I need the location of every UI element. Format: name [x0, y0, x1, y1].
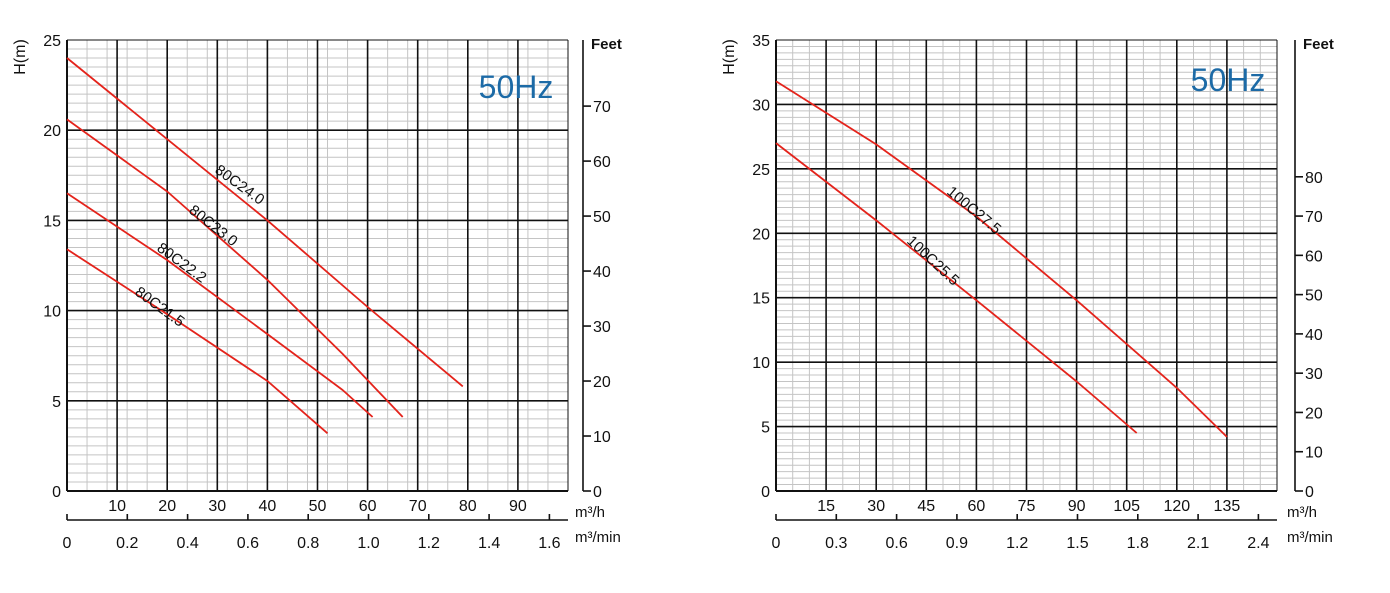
feet-tick-label: 50 — [1305, 288, 1323, 305]
x-tick-label: 50 — [309, 498, 327, 515]
curve-100C25.5 — [775, 142, 1138, 434]
x-tick-label: 135 — [1214, 498, 1241, 515]
feet-axis-title: Feet — [1303, 36, 1334, 53]
feet-tick-label: 40 — [593, 264, 611, 281]
feet-tick-label: 70 — [1305, 209, 1323, 226]
x-tick-label: 40 — [259, 498, 277, 515]
feet-tick-label: 10 — [1305, 445, 1323, 462]
feet-tick-label: 20 — [593, 374, 611, 391]
x-tick-label: 20 — [158, 498, 176, 515]
y-tick-label: 25 — [43, 33, 61, 50]
y-tick-label: 10 — [43, 304, 61, 321]
y-axis-title: H(m) — [12, 39, 29, 75]
x-tick-label: 105 — [1113, 498, 1140, 515]
x-tick-label: 90 — [509, 498, 527, 515]
x2-tick-label: 0 — [772, 535, 781, 552]
feet-tick-label: 20 — [1305, 405, 1323, 422]
x2-axis-unit: m³/min — [575, 529, 621, 546]
x2-tick-label: 1.5 — [1066, 535, 1088, 552]
feet-tick-label: 30 — [1305, 366, 1323, 383]
x-axis-unit: m³/h — [575, 504, 605, 521]
x2-tick-label: 0.6 — [885, 535, 907, 552]
x2-tick-label: 0.9 — [946, 535, 968, 552]
x-tick-label: 70 — [409, 498, 427, 515]
x-tick-label: 15 — [817, 498, 835, 515]
curve-label: 80C21.5 — [132, 283, 188, 330]
x-tick-label: 30 — [208, 498, 226, 515]
chart-panel-1 — [66, 39, 591, 521]
x2-tick-label: 0.4 — [176, 535, 198, 552]
x2-tick-label: 1.8 — [1127, 535, 1149, 552]
y-tick-label: 0 — [52, 484, 61, 501]
x-tick-label: 30 — [867, 498, 885, 515]
x2-tick-label: 0.3 — [825, 535, 847, 552]
x-tick-label: 60 — [359, 498, 377, 515]
y-tick-label: 0 — [761, 484, 770, 501]
x2-tick-label: 1.0 — [357, 535, 379, 552]
feet-tick-label: 60 — [1305, 248, 1323, 265]
frequency-label: 50Hz — [1191, 62, 1266, 98]
y-tick-label: 35 — [752, 33, 770, 50]
feet-tick-label: 50 — [593, 209, 611, 226]
y-tick-label: 5 — [52, 394, 61, 411]
x2-tick-label: 1.6 — [538, 535, 560, 552]
curve-label: 80C22.2 — [154, 239, 210, 286]
curve-label: 100C25.5 — [903, 232, 962, 289]
x2-tick-label: 1.4 — [478, 535, 500, 552]
x2-tick-label: 2.4 — [1247, 535, 1269, 552]
feet-tick-label: 10 — [593, 429, 611, 446]
x2-tick-label: 0.8 — [297, 535, 319, 552]
x2-tick-label: 0.2 — [116, 535, 138, 552]
curve-80C23.0 — [66, 118, 404, 418]
frequency-label: 50Hz — [479, 69, 554, 105]
y-tick-label: 5 — [761, 420, 770, 437]
feet-tick-label: 40 — [1305, 327, 1323, 344]
x2-tick-label: 1.2 — [1006, 535, 1028, 552]
y-tick-label: 15 — [43, 213, 61, 230]
feet-axis-title: Feet — [591, 36, 622, 53]
curve-80C24.0 — [66, 57, 464, 388]
chart-panel-2 — [775, 39, 1303, 521]
y-tick-label: 30 — [752, 97, 770, 114]
y-tick-label: 20 — [43, 123, 61, 140]
x-tick-label: 10 — [108, 498, 126, 515]
x2-tick-label: 1.2 — [418, 535, 440, 552]
curve-label: 100C27.5 — [943, 183, 1004, 238]
feet-tick-label: 0 — [1305, 484, 1314, 501]
feet-tick-label: 60 — [593, 154, 611, 171]
y-tick-label: 10 — [752, 355, 770, 372]
curve-label: 80C24.0 — [212, 161, 268, 208]
curve-80C21.5 — [66, 248, 329, 434]
feet-tick-label: 30 — [593, 319, 611, 336]
x-axis-unit: m³/h — [1287, 504, 1317, 521]
x-tick-label: 120 — [1163, 498, 1190, 515]
curve-100C27.5 — [775, 80, 1228, 438]
x-tick-label: 60 — [968, 498, 986, 515]
x-tick-label: 45 — [917, 498, 935, 515]
feet-tick-label: 0 — [593, 484, 602, 501]
feet-tick-label: 70 — [593, 99, 611, 116]
curve-label: 80C23.0 — [186, 202, 241, 250]
y-tick-label: 15 — [752, 291, 770, 308]
feet-tick-label: 80 — [1305, 170, 1323, 187]
x-tick-label: 75 — [1018, 498, 1036, 515]
x-tick-label: 90 — [1068, 498, 1086, 515]
x-tick-label: 80 — [459, 498, 477, 515]
y-tick-label: 20 — [752, 226, 770, 243]
x2-tick-label: 0.6 — [237, 535, 259, 552]
x2-tick-label: 0 — [63, 535, 72, 552]
x2-tick-label: 2.1 — [1187, 535, 1209, 552]
curve-80C22.2 — [66, 192, 374, 418]
x2-axis-unit: m³/min — [1287, 529, 1333, 546]
y-axis-title: H(m) — [721, 39, 738, 75]
y-tick-label: 25 — [752, 162, 770, 179]
